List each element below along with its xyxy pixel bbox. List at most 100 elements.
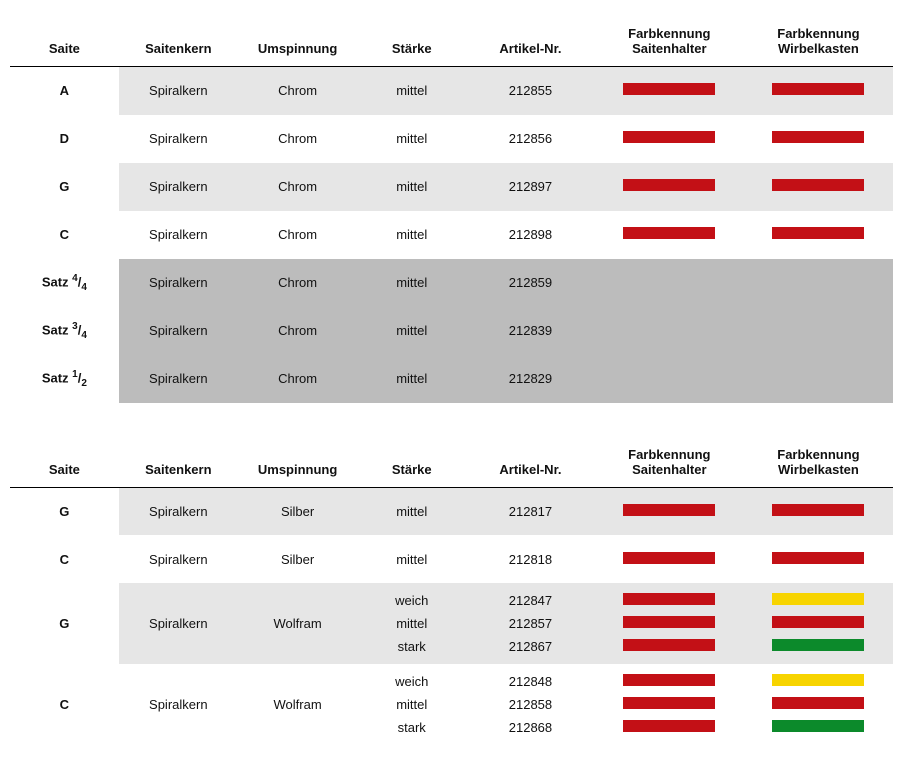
cell-artikel: 212859 xyxy=(466,259,595,307)
cell-umspinnung: Chrom xyxy=(238,211,357,259)
cell-saitenkern: Spiralkern xyxy=(119,664,238,745)
cell-umspinnung: Chrom xyxy=(238,355,357,403)
cell-color-saitenhalter xyxy=(595,355,744,403)
cell-saite: A xyxy=(10,67,119,115)
th-artikel: Artikel-Nr. xyxy=(466,20,595,67)
color-swatch xyxy=(772,227,864,239)
color-swatch xyxy=(623,593,715,605)
color-swatch xyxy=(772,593,864,605)
cell-color-saitenhalter xyxy=(595,115,744,163)
table-row: CSpiralkernChrommittel212898 xyxy=(10,211,893,259)
cell-saitenkern: Spiralkern xyxy=(119,115,238,163)
cell-color-wirbelkasten xyxy=(744,535,893,583)
cell-saitenkern: Spiralkern xyxy=(119,355,238,403)
cell-umspinnung: Chrom xyxy=(238,259,357,307)
cell-staerke: mittel xyxy=(357,487,466,535)
cell-color-wirbelkasten xyxy=(744,612,893,635)
th-saite: Saite xyxy=(10,20,119,67)
cell-artikel: 212856 xyxy=(466,115,595,163)
cell-artikel: 212897 xyxy=(466,163,595,211)
cell-staerke: mittel xyxy=(357,259,466,307)
color-swatch xyxy=(772,639,864,651)
table-row: GSpiralkernSilbermittel212817 xyxy=(10,487,893,535)
color-swatch xyxy=(623,616,715,628)
cell-staerke: mittel xyxy=(357,355,466,403)
color-swatch xyxy=(623,83,715,95)
color-swatch xyxy=(772,179,864,191)
color-swatch xyxy=(772,616,864,628)
cell-color-wirbelkasten xyxy=(744,583,893,612)
cell-artikel: 212839 xyxy=(466,307,595,355)
cell-color-wirbelkasten xyxy=(744,664,893,693)
cell-artikel: 212868 xyxy=(466,716,595,745)
cell-artikel: 212847 xyxy=(466,583,595,612)
cell-staerke: mittel xyxy=(357,612,466,635)
color-swatch xyxy=(772,504,864,516)
cell-staerke: stark xyxy=(357,716,466,745)
color-swatch xyxy=(623,639,715,651)
th-staerke: Stärke xyxy=(357,20,466,67)
table-row: CSpiralkernWolframweich212848 xyxy=(10,664,893,693)
color-swatch xyxy=(772,552,864,564)
table-row: GSpiralkernChrommittel212897 xyxy=(10,163,893,211)
th-farb-saitenhalter: Farbkennung Saitenhalter xyxy=(595,20,744,67)
cell-saitenkern: Spiralkern xyxy=(119,67,238,115)
cell-staerke: mittel xyxy=(357,115,466,163)
cell-color-saitenhalter xyxy=(595,693,744,716)
cell-saite: Satz 1/2 xyxy=(10,355,119,403)
cell-color-saitenhalter xyxy=(595,211,744,259)
cell-saite: G xyxy=(10,583,119,664)
color-swatch xyxy=(623,504,715,516)
cell-artikel: 212898 xyxy=(466,211,595,259)
cell-staerke: mittel xyxy=(357,693,466,716)
table-row: Satz 4/4SpiralkernChrommittel212859 xyxy=(10,259,893,307)
cell-saitenkern: Spiralkern xyxy=(119,163,238,211)
cell-saite: Satz 3/4 xyxy=(10,307,119,355)
cell-artikel: 212857 xyxy=(466,612,595,635)
cell-color-saitenhalter xyxy=(595,583,744,612)
cell-staerke: mittel xyxy=(357,163,466,211)
cell-artikel: 212867 xyxy=(466,635,595,664)
cell-umspinnung: Silber xyxy=(238,535,357,583)
cell-saitenkern: Spiralkern xyxy=(119,211,238,259)
cell-color-saitenhalter xyxy=(595,67,744,115)
th-umspinnung: Umspinnung xyxy=(238,441,357,488)
cell-saitenkern: Spiralkern xyxy=(119,487,238,535)
cell-color-wirbelkasten xyxy=(744,259,893,307)
color-swatch xyxy=(772,720,864,732)
cell-saite: C xyxy=(10,211,119,259)
cell-umspinnung: Chrom xyxy=(238,67,357,115)
cell-color-saitenhalter xyxy=(595,612,744,635)
cell-color-saitenhalter xyxy=(595,307,744,355)
cell-color-wirbelkasten xyxy=(744,693,893,716)
color-swatch xyxy=(772,131,864,143)
table-row: Satz 1/2SpiralkernChrommittel212829 xyxy=(10,355,893,403)
strings-table-1: Saite Saitenkern Umspinnung Stärke Artik… xyxy=(10,20,893,403)
cell-artikel: 212848 xyxy=(466,664,595,693)
cell-umspinnung: Wolfram xyxy=(238,664,357,745)
cell-color-saitenhalter xyxy=(595,635,744,664)
color-swatch xyxy=(623,674,715,686)
cell-staerke: mittel xyxy=(357,535,466,583)
cell-staerke: mittel xyxy=(357,67,466,115)
table-row: DSpiralkernChrommittel212856 xyxy=(10,115,893,163)
cell-color-saitenhalter xyxy=(595,716,744,745)
cell-saitenkern: Spiralkern xyxy=(119,535,238,583)
color-swatch xyxy=(623,697,715,709)
th-umspinnung: Umspinnung xyxy=(238,20,357,67)
th-farb-wirbelkasten: Farbkennung Wirbelkasten xyxy=(744,20,893,67)
cell-artikel: 212855 xyxy=(466,67,595,115)
color-swatch xyxy=(772,83,864,95)
th-artikel: Artikel-Nr. xyxy=(466,441,595,488)
table-row: ASpiralkernChrommittel212855 xyxy=(10,67,893,115)
cell-staerke: weich xyxy=(357,583,466,612)
cell-color-wirbelkasten xyxy=(744,307,893,355)
cell-staerke: mittel xyxy=(357,307,466,355)
color-swatch xyxy=(623,552,715,564)
color-swatch xyxy=(623,227,715,239)
cell-color-wirbelkasten xyxy=(744,716,893,745)
table-row: GSpiralkernWolframweich212847 xyxy=(10,583,893,612)
th-saitenkern: Saitenkern xyxy=(119,441,238,488)
cell-color-wirbelkasten xyxy=(744,163,893,211)
cell-color-saitenhalter xyxy=(595,259,744,307)
